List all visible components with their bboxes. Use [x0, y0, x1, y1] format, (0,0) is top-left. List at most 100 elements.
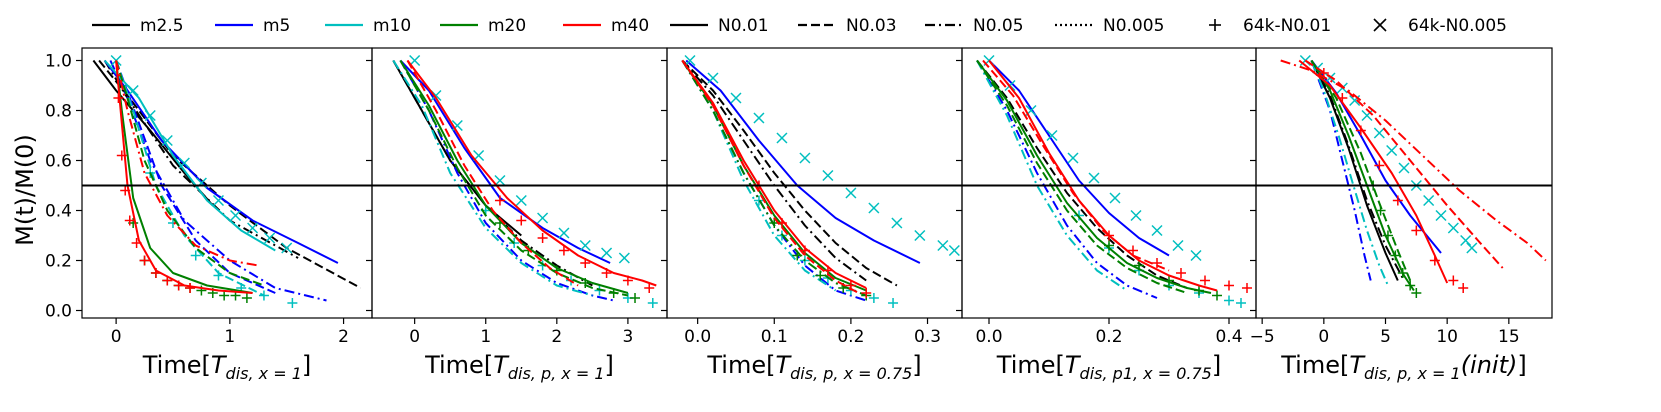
data-point — [409, 54, 421, 67]
data-point — [1109, 192, 1121, 204]
series-m20-n0.01 — [976, 59, 1212, 294]
data-point — [287, 298, 298, 308]
series-m10-n0.03 — [115, 60, 265, 297]
data-point — [707, 72, 719, 84]
data-point — [1447, 222, 1459, 234]
series-m20-n0.03 — [399, 60, 629, 297]
legend-entry-64k-N0.01: 64k-N0.01 — [1209, 16, 1331, 36]
panel-frame-5 — [1255, 47, 1553, 319]
data-point — [1212, 290, 1222, 301]
data-point — [1194, 285, 1204, 296]
x-tick-label-5: −5 — [1250, 327, 1275, 347]
series-m2.5-n0.03 — [976, 59, 1188, 289]
y-tick-label: 1.0 — [45, 52, 72, 72]
x-tick-label-3: 0.1 — [761, 327, 788, 347]
series-m20-n0.01 — [115, 60, 253, 294]
data-point — [1355, 125, 1366, 136]
series-m10-64k-n0.005 — [110, 54, 293, 254]
data-point — [558, 245, 569, 256]
data-point — [1104, 240, 1114, 251]
data-point — [845, 187, 857, 199]
data-point — [776, 132, 788, 144]
series-m20-64k-n0.01 — [1368, 180, 1422, 298]
data-point — [1373, 127, 1385, 139]
data-point — [537, 212, 549, 224]
legend-entry-N0.03: N0.03 — [798, 16, 897, 36]
data-point — [494, 174, 506, 187]
data-point — [1460, 234, 1472, 247]
x-tick-label-5: 10 — [1436, 327, 1458, 347]
data-point — [1398, 162, 1410, 174]
x-tick-label-5: 5 — [1380, 327, 1391, 347]
series-m10-64k-n0.005 — [983, 54, 1202, 262]
data-point — [1152, 258, 1162, 268]
data-point — [1134, 260, 1144, 271]
y-tick-label: 0.0 — [45, 302, 72, 322]
data-point — [753, 195, 764, 206]
x-tick-label-4: 0.4 — [1215, 327, 1242, 347]
legend-entry-m2.5: m2.5 — [92, 16, 184, 36]
data-point — [127, 84, 139, 97]
legend-label-N0.01: N0.01 — [718, 16, 769, 36]
data-point — [1224, 280, 1234, 291]
data-point — [1151, 224, 1163, 237]
data-point — [1429, 255, 1440, 266]
data-point — [1374, 160, 1385, 171]
x-tick-label-1: 1 — [224, 327, 235, 347]
data-point — [558, 227, 570, 239]
data-point — [618, 252, 630, 264]
data-point — [1466, 242, 1478, 254]
data-point — [1104, 230, 1114, 241]
data-point — [1337, 93, 1348, 103]
series-m20-n0.01 — [399, 59, 629, 294]
data-point — [116, 150, 127, 161]
data-point — [1386, 144, 1398, 157]
data-point — [1172, 239, 1184, 252]
series-m10-64k-n0.005 — [409, 54, 630, 264]
data-point — [139, 255, 150, 266]
data-point — [150, 268, 161, 278]
series-m40-n0.03 — [1304, 59, 1504, 269]
data-point — [516, 215, 527, 226]
x-tick-label-2: 3 — [622, 327, 633, 347]
legend-label-m10: m10 — [373, 16, 411, 36]
data-point — [281, 242, 293, 254]
series-m2.5-n0.03 — [681, 59, 898, 287]
series-m5-n0.01 — [988, 59, 1170, 257]
legend-label-N0.05: N0.05 — [973, 16, 1024, 36]
data-point — [601, 247, 613, 259]
series-m2.5-n0.05 — [1310, 60, 1405, 281]
data-point — [1190, 249, 1202, 262]
panels: 0 1 2 0.0 0.2 0.4 0.6 0.8 1.0 Time[Tdis, x = 1] 0 1… — [45, 47, 1553, 383]
legend-marker-64k-N0.01 — [1209, 19, 1221, 31]
legend-entry-m40: m40 — [563, 16, 649, 36]
series-m40-n0.03 — [681, 59, 860, 294]
series-m40-n0.01 — [1298, 59, 1449, 284]
legend-label-m5: m5 — [263, 16, 290, 36]
panel-1: 0 1 2 0.0 0.2 0.4 0.6 0.8 1.0 Time[Tdis, x = 1] — [45, 47, 373, 383]
panel-2: 0 1 2 3 Time[Tdis, p, x = 1] — [366, 47, 668, 383]
data-point — [1375, 205, 1386, 216]
data-point — [753, 112, 765, 124]
legend-entry-64k-N0.005: 64k-N0.005 — [1373, 16, 1507, 36]
legend-entry-N0.01: N0.01 — [670, 16, 769, 36]
data-point — [1176, 268, 1186, 278]
data-point — [124, 215, 135, 226]
data-point — [264, 232, 276, 244]
data-point — [815, 270, 826, 281]
data-point — [219, 290, 230, 301]
data-point — [1458, 283, 1469, 293]
data-point — [845, 280, 856, 291]
x-axis-title-4: Time[Tdis, p1, x = 0.75] — [996, 351, 1221, 383]
data-point — [131, 238, 142, 248]
data-point — [1390, 250, 1401, 261]
data-point — [948, 244, 960, 257]
data-point — [644, 283, 655, 293]
data-point — [1130, 209, 1142, 222]
legend-label-m20: m20 — [488, 16, 526, 36]
legend-label-N0.03: N0.03 — [846, 16, 897, 36]
data-point — [1392, 195, 1403, 206]
data-point — [144, 109, 156, 122]
data-point — [822, 265, 833, 276]
series-m20-n0.03 — [976, 59, 1188, 294]
